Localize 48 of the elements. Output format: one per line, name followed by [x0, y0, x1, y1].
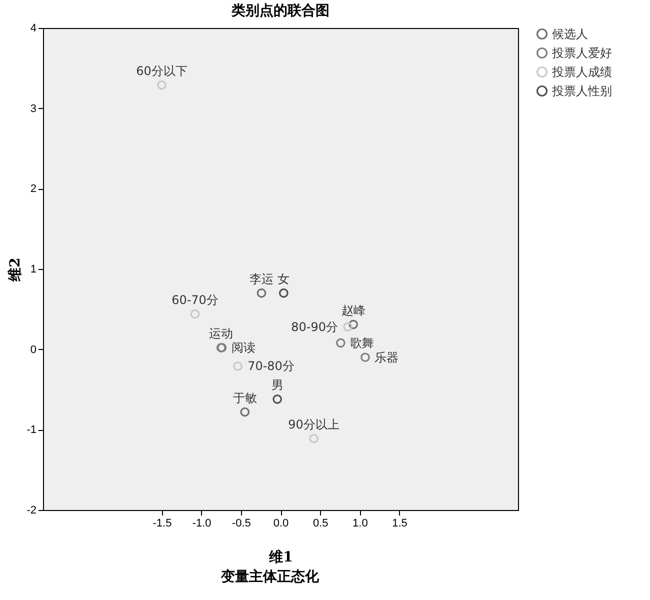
x-tick-label: 0.5: [312, 518, 328, 530]
annotation: 70-80分: [248, 359, 294, 374]
x-tick-label: -0.5: [232, 518, 251, 530]
point: [190, 309, 200, 319]
y-tick-label: 0: [30, 344, 36, 356]
y-tick-label: 2: [30, 183, 36, 196]
point: [240, 407, 250, 417]
point: [278, 288, 288, 298]
text: 变量主体正态化: [220, 568, 320, 586]
point: [157, 80, 166, 90]
legend-label: 投票人成绩: [551, 65, 612, 79]
annotation: 60分以下: [136, 64, 188, 78]
x-tick-label: -1.5: [152, 518, 172, 530]
point: [360, 352, 370, 362]
point: [348, 320, 358, 330]
annotation: 80-90分: [291, 320, 338, 334]
annotation: 赵峰: [341, 303, 366, 318]
point: [272, 394, 282, 404]
y-tick-label: 1: [30, 264, 36, 276]
y-tick-label: 3: [30, 102, 36, 115]
point: [309, 434, 318, 444]
legend-label: 投票人性别: [551, 84, 612, 98]
annotation: 李运: [250, 272, 274, 286]
annotation: 歌舞: [350, 336, 374, 350]
y-tick-label: -2: [26, 504, 36, 516]
y-tick-label: -1: [26, 424, 36, 436]
legend-label: 候选人: [552, 27, 588, 41]
annotation: 运动: [209, 326, 234, 341]
y-axis-title: 维2: [6, 258, 24, 282]
x-tick-label: 1.5: [392, 518, 408, 530]
annotation: 60-70分: [172, 292, 218, 307]
annotation: 乐器: [374, 350, 399, 364]
y-tick-label: 4: [30, 22, 36, 34]
annotation: 男: [271, 378, 284, 392]
x-tick-label: -1.0: [192, 518, 212, 530]
annotation: 阅读: [231, 340, 256, 355]
annotation: 于敏: [232, 390, 257, 405]
point: [343, 322, 352, 332]
x-tick-label: 0.0: [273, 518, 289, 530]
chart-title: 类别点的联合图: [230, 3, 330, 19]
point: [233, 362, 242, 371]
x-tick-label: 1.0: [352, 518, 368, 530]
annotation: 90分以上: [288, 418, 340, 432]
annotation: 女: [278, 272, 290, 286]
x-axis-title: 维1: [268, 548, 293, 566]
legend-label: 投票人爱好: [551, 46, 612, 60]
point: [336, 338, 346, 348]
point: [256, 288, 266, 298]
